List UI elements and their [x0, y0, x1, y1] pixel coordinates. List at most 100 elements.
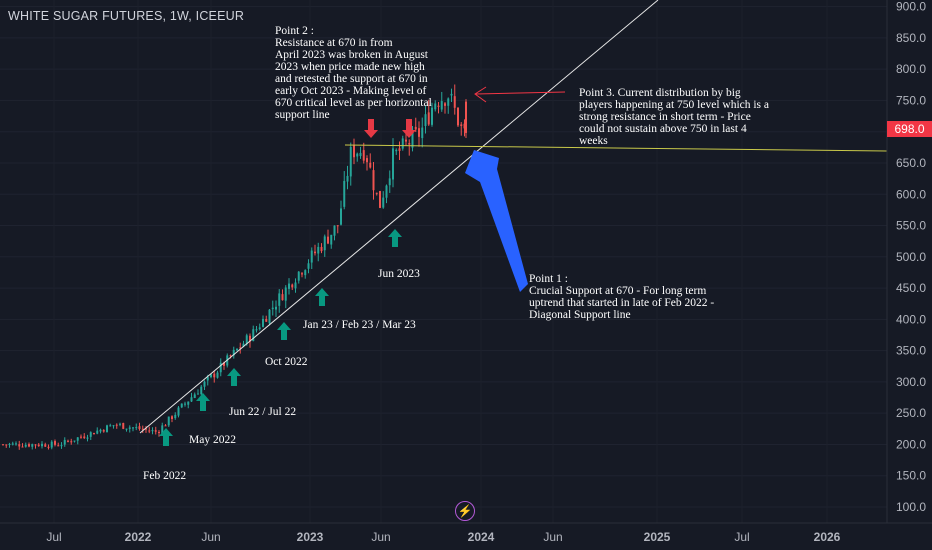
- candle-body: [148, 430, 151, 432]
- candle-body: [372, 170, 375, 191]
- candle-body: [31, 444, 34, 447]
- candle-body: [395, 149, 398, 152]
- candle-body: [216, 372, 219, 378]
- candle-body: [190, 397, 193, 402]
- up-arrow-jun-2023: [388, 229, 402, 247]
- candle-body: [44, 444, 47, 447]
- candle-body: [203, 381, 206, 387]
- candle-body: [304, 270, 307, 276]
- candle-body: [327, 236, 329, 244]
- candle-body: [333, 225, 336, 236]
- x-axis: Jul 2022 Jun 2023 Jun 2024 Jun 2025 Jul 2026: [0, 522, 932, 544]
- bolt-icon[interactable]: ⚡: [455, 501, 475, 521]
- candle-body: [388, 178, 391, 186]
- candle-body: [174, 414, 177, 419]
- candle-body: [206, 376, 209, 381]
- candle-body: [382, 197, 385, 208]
- y-tick-label: 850.0: [896, 31, 926, 45]
- candle-body: [323, 236, 326, 251]
- candle-body: [369, 162, 372, 168]
- grid: [0, 6, 887, 508]
- candle-body: [346, 175, 349, 182]
- y-axis: 900.0850.0800.0750.0700.0650.0600.0550.0…: [886, 0, 926, 523]
- candle-body: [460, 124, 463, 126]
- candle-body: [180, 403, 183, 408]
- candle-body: [268, 309, 271, 324]
- candle-body: [200, 386, 203, 395]
- candle-body: [424, 114, 427, 127]
- label-jun-jul-2022: Jun 22 / Jul 22: [229, 406, 297, 418]
- y-tick-label: 150.0: [896, 469, 926, 483]
- chart-title: WHITE SUGAR FUTURES, 1W, ICEEUR: [8, 9, 245, 23]
- candle-body: [73, 440, 76, 442]
- candle-body: [122, 422, 125, 429]
- candle-body: [330, 234, 333, 245]
- candle-body: [398, 148, 401, 151]
- candle-body: [427, 112, 430, 125]
- candle-body: [34, 444, 37, 446]
- point2-annotation: Point 2 : Resistance at 670 in from Apri…: [275, 25, 432, 121]
- candle-body: [125, 428, 128, 430]
- candle-body: [349, 147, 352, 177]
- label-oct-2022: Oct 2022: [265, 356, 308, 368]
- candle-body: [210, 374, 212, 378]
- candle-body: [76, 437, 79, 441]
- candle-body: [223, 362, 225, 366]
- y-tick-label: 900.0: [896, 0, 926, 14]
- candle-body: [50, 441, 53, 448]
- candle-body: [128, 427, 131, 429]
- x-tick-label: Jun: [543, 530, 562, 544]
- candle-body: [54, 441, 56, 445]
- candle-body: [197, 393, 199, 395]
- candle-body: [362, 150, 365, 161]
- candle-body: [109, 425, 112, 427]
- candle-body: [83, 436, 86, 439]
- diagonal-support-line: [139, 0, 659, 434]
- candle-body: [102, 430, 105, 432]
- x-tick-label: Jun: [201, 530, 220, 544]
- x-tick-label: Jun: [371, 530, 390, 544]
- candle-body: [37, 444, 40, 447]
- candle-body: [320, 246, 323, 252]
- label-may-2022: May 2022: [189, 434, 236, 446]
- y-tick-label: 400.0: [896, 312, 926, 326]
- candle-body: [57, 445, 60, 447]
- candle-body: [187, 401, 190, 405]
- candle-body: [414, 126, 417, 130]
- candle-body: [301, 273, 303, 275]
- candle-body: [115, 424, 118, 426]
- candle-body: [314, 251, 316, 254]
- candle-body: [138, 426, 141, 430]
- up-arrow-oct-2022: [277, 322, 291, 340]
- candle-body: [11, 443, 14, 445]
- candle-body: [80, 436, 82, 438]
- candle-body: [193, 394, 196, 398]
- candle-body: [317, 246, 320, 254]
- x-tick-label: 2026: [814, 530, 841, 544]
- candle-body: [106, 425, 108, 433]
- up-arrow-jan-mar-2023: [315, 288, 329, 306]
- candle-body: [154, 430, 157, 432]
- x-tick-label: Jul: [46, 530, 61, 544]
- candle-body: [184, 403, 186, 405]
- y-tick-label: 100.0: [896, 500, 926, 514]
- y-tick-label: 300.0: [896, 375, 926, 389]
- candle-body: [401, 138, 404, 149]
- label-jun-2023: Jun 2023: [378, 268, 420, 280]
- y-tick-label: 200.0: [896, 437, 926, 451]
- y-tick-label: 250.0: [896, 406, 926, 420]
- point3-annotation: Point 3. Current distribution by big pla…: [579, 87, 770, 147]
- point3-arrow: [474, 86, 566, 103]
- candle-body: [229, 355, 232, 357]
- candle-body: [411, 129, 414, 148]
- candle-body: [21, 446, 24, 448]
- candle-body: [232, 349, 235, 356]
- candle-body: [262, 318, 264, 327]
- candle-body: [8, 443, 11, 445]
- candle-body: [15, 443, 17, 445]
- candle-body: [67, 440, 69, 442]
- candle-body: [444, 103, 446, 106]
- candle-body: [60, 445, 63, 447]
- candle-body: [356, 153, 359, 157]
